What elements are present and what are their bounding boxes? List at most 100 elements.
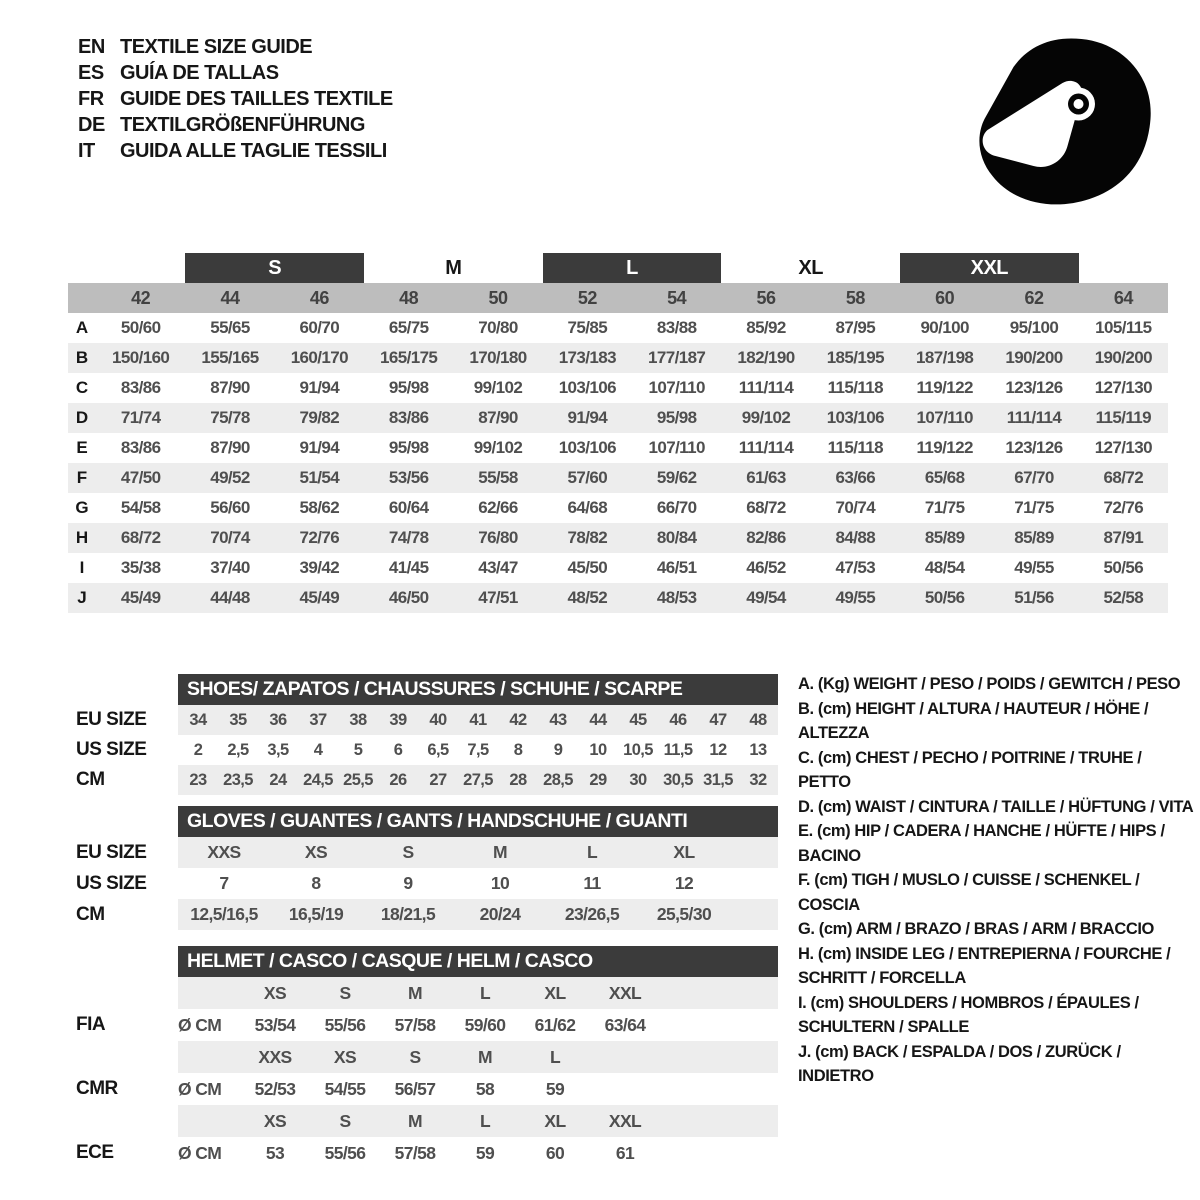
measure-row-label: E — [76, 438, 88, 457]
measure-value-cell: 99/102 — [473, 438, 523, 457]
shoes-value-cell: 37 — [309, 710, 327, 729]
helmet-size-table: HELMET / CASCO / CASQUE / HELM / CASCO X… — [68, 946, 778, 1169]
helmet-value-cell: L — [479, 982, 491, 1003]
measure-value-cell: 107/110 — [648, 438, 706, 457]
measure-value-cell: 61/63 — [746, 468, 786, 487]
language-code: EN — [78, 35, 105, 58]
gloves-value-cell: 18/21,5 — [380, 904, 436, 924]
shoes-value-cell: 35 — [229, 710, 247, 729]
measure-value-cell: 71/75 — [1014, 498, 1054, 517]
helmet-value-cell: S — [339, 982, 351, 1003]
measure-value-cell: 39/42 — [299, 558, 340, 577]
gloves-value-cell: M — [493, 842, 508, 862]
helmet-value-cell: 54/55 — [324, 1078, 366, 1099]
measure-value-cell: 76/80 — [478, 528, 518, 547]
measure-value-cell: 54/58 — [120, 498, 161, 517]
measure-value-cell: 105/115 — [1095, 318, 1152, 337]
helmet-value-cell: XL — [544, 982, 566, 1003]
standard-label: CMR — [76, 1078, 118, 1099]
measure-value-cell: 190/200 — [1005, 348, 1063, 367]
measure-value-cell: 46/50 — [388, 588, 429, 607]
measure-value-cell: 55/65 — [210, 318, 250, 337]
standard-label: ECE — [76, 1142, 114, 1163]
measure-value-cell: 103/106 — [826, 408, 885, 427]
shoes-value-cell: 27 — [429, 770, 447, 789]
measure-value-cell: 83/86 — [388, 408, 429, 427]
helmet-value-cell: XXL — [608, 1110, 642, 1131]
measure-value-cell: 99/102 — [473, 378, 523, 397]
measure-row-label: I — [79, 558, 85, 577]
shoes-value-cell: 7,5 — [467, 740, 489, 759]
legend-item: C. (cm) CHEST / PECHO / POITRINE / TRUHE… — [798, 748, 1142, 792]
legend-item: E. (cm) HIP / CADERA / HANCHE / HÜFTE / … — [798, 822, 1165, 865]
gloves-value-cell: XS — [304, 842, 328, 862]
shoes-value-cell: 24 — [269, 770, 287, 789]
measure-value-cell: 83/86 — [120, 378, 161, 397]
measure-value-cell: 65/68 — [924, 468, 965, 487]
helmet-value-cell: 59 — [475, 1142, 495, 1163]
measure-value-cell: 123/126 — [1005, 378, 1063, 397]
gloves-value-cell: 12 — [674, 873, 694, 893]
standard-label — [68, 1041, 178, 1073]
size-column-header: 64 — [1113, 287, 1134, 308]
helmet-row: ECE Ø CM 53 55/56 57/58 59 60 61 — [68, 1137, 778, 1169]
shoes-value-cell: 46 — [669, 710, 687, 729]
measure-value-cell: 48/53 — [656, 588, 697, 607]
measure-value-cell: 190/200 — [1094, 348, 1153, 367]
measure-value-cell: 87/90 — [210, 438, 250, 457]
language-title: GUIDA ALLE TAGLIE TESSILI — [120, 139, 387, 162]
measure-value-cell: 115/118 — [827, 438, 884, 457]
measure-row-label: J — [77, 588, 87, 607]
measure-value-cell: 165/175 — [380, 348, 438, 367]
measure-value-cell: 119/122 — [916, 378, 974, 397]
gloves-size-table: GLOVES / GUANTES / GANTS / HANDSCHUHE / … — [68, 806, 778, 930]
measure-value-cell: 45/50 — [567, 558, 608, 577]
measure-value-cell: 107/110 — [916, 408, 974, 427]
helmet-value-cell: XS — [333, 1046, 357, 1067]
measure-value-cell: 60/64 — [388, 498, 429, 517]
shoes-value-cell: 10 — [589, 740, 607, 759]
helmet-value-cell: XXS — [258, 1046, 292, 1067]
measure-value-cell: 68/72 — [1103, 468, 1144, 487]
shoes-value-cell: 26 — [389, 770, 407, 789]
measure-value-cell: 50/56 — [924, 588, 965, 607]
helmet-row: XS S M L XL XXL — [68, 1105, 778, 1137]
standard-label — [68, 1105, 178, 1137]
language-code: IT — [78, 139, 95, 162]
size-column-header: 62 — [1024, 287, 1044, 308]
helmet-value-cell: XS — [263, 1110, 287, 1131]
table-row: H 68/72 70/74 72/76 74/78 76/80 78/82 80/84 82/8… — [68, 523, 1168, 553]
measure-value-cell: 90/100 — [920, 318, 969, 337]
helmet-data-strip: Ø CM 52/53 54/55 56/57 58 59 — [178, 1073, 778, 1105]
measure-value-cell: 70/74 — [835, 498, 876, 517]
size-column-header: 60 — [935, 287, 955, 308]
shoes-value-cell: 23 — [189, 770, 207, 789]
size-group-label: S — [185, 253, 364, 283]
measure-value-cell: 49/54 — [746, 588, 786, 607]
measure-value-cell: 52/58 — [1103, 588, 1144, 607]
unit-row-label: US SIZE — [76, 872, 147, 894]
unit-row-label: CM — [76, 769, 105, 790]
measure-value-cell: 84/88 — [835, 528, 876, 547]
language-title: TEXTILE SIZE GUIDE — [120, 35, 313, 58]
measure-value-cell: 58/62 — [299, 498, 340, 517]
measure-value-cell: 95/98 — [388, 378, 429, 397]
gloves-value-cell: L — [586, 842, 598, 862]
size-column-header: 46 — [309, 287, 330, 308]
measure-row-label: G — [75, 498, 89, 517]
gloves-value-cell: 25,5/30 — [656, 904, 712, 924]
measure-value-cell: 119/122 — [916, 438, 974, 457]
helmet-row: FIA Ø CM 53/54 55/56 57/58 59/60 61/62 63/64 — [68, 1009, 778, 1041]
shoes-value-cell: 30 — [629, 770, 647, 789]
measure-value-cell: 66/70 — [656, 498, 697, 517]
helmet-value-cell: XXL — [608, 982, 642, 1003]
measure-value-cell: 68/72 — [746, 498, 786, 517]
size-column-header: 42 — [131, 287, 151, 308]
legend-item: F. (cm) TIGH / MUSLO / CUISSE / SCHENKEL… — [798, 871, 1140, 914]
shoes-value-cell: 43 — [549, 710, 567, 729]
shoes-value-cell: 23,5 — [223, 770, 253, 789]
gloves-row: CM 12,5/16,5 16,5/19 18/21,5 20/24 23/26,5 25,… — [68, 899, 778, 930]
helmet-value-cell: XS — [263, 982, 287, 1003]
helmet-value-cell: 63/64 — [604, 1014, 646, 1035]
helmet-data-strip: XXS XS S M L — [178, 1041, 778, 1073]
